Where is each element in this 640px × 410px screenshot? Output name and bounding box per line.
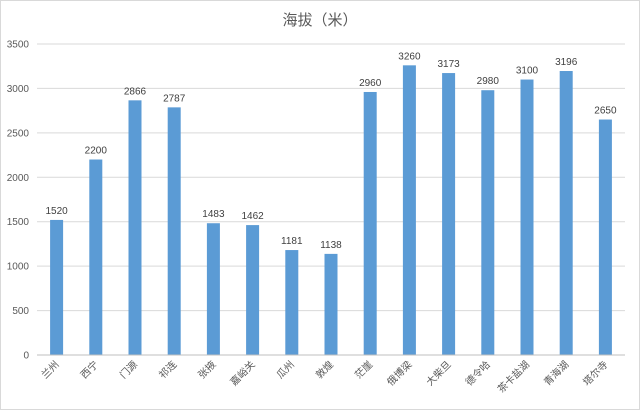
y-tick-label: 2000 (7, 173, 30, 184)
data-label: 1483 (202, 209, 225, 220)
bar (442, 73, 456, 356)
data-label: 2787 (163, 93, 186, 104)
data-label: 1138 (320, 240, 342, 251)
data-label: 1462 (241, 211, 264, 222)
bar (285, 250, 299, 355)
x-tick-label: 塔尔寺 (580, 358, 610, 388)
y-tick-label: 1500 (7, 217, 30, 228)
chart-title: 海拔（米） (282, 11, 357, 29)
bar (128, 100, 142, 356)
x-tick-label: 兰州 (38, 358, 61, 381)
data-label: 3173 (437, 59, 460, 70)
data-label: 2980 (477, 76, 500, 87)
data-label: 3100 (516, 66, 539, 77)
x-tick-label: 门源 (117, 358, 140, 381)
data-label: 2866 (124, 86, 147, 97)
y-axis: 0 500 1000 1500 2000 2500 3000 3500 (7, 40, 30, 362)
bar (481, 90, 495, 355)
data-labels: 1520 2200 2866 2787 1483 1462 1181 1138 2960 3260… (45, 51, 616, 251)
x-tick-label: 茶卡盐湖 (495, 358, 532, 395)
x-tick-label: 敦煌 (313, 358, 336, 381)
y-tick-label: 3500 (7, 40, 30, 51)
bars (50, 65, 612, 356)
bar (402, 65, 416, 355)
x-tick-label: 西宁 (78, 358, 101, 381)
bar (206, 223, 220, 355)
x-tick-label: 大柴旦 (423, 358, 453, 388)
x-tick-label: 祁连 (156, 358, 179, 381)
data-label: 3196 (555, 57, 578, 68)
x-tick-label: 嘉峪关 (227, 358, 257, 388)
y-tick-label: 0 (23, 351, 29, 362)
data-label: 1520 (45, 206, 68, 217)
y-tick-label: 500 (12, 306, 29, 317)
bar (246, 225, 260, 355)
data-label: 2960 (359, 78, 382, 89)
x-tick-label: 瓜州 (274, 359, 297, 382)
x-tick-label: 茫崖 (352, 358, 375, 381)
bar (167, 107, 181, 356)
bar (50, 219, 64, 355)
bar (598, 119, 612, 356)
bar (559, 71, 573, 355)
data-label: 2200 (85, 146, 108, 157)
data-label: 1181 (281, 236, 303, 247)
x-axis: 兰州 西宁 门源 祁连 张掖 嘉峪关 瓜州 敦煌 茫崖 俄博梁 大柴旦 德令哈 茶卡盐湖 青海湖 塔尔寺 (37, 354, 625, 395)
bar (363, 91, 377, 356)
bar (324, 253, 338, 355)
y-tick-label: 3000 (7, 84, 30, 95)
bar (520, 79, 534, 356)
x-tick-label: 青海湖 (541, 358, 571, 388)
y-tick-label: 1000 (7, 262, 30, 273)
x-tick-label: 俄博梁 (384, 358, 414, 388)
y-tick-label: 2500 (7, 128, 30, 139)
x-tick-label: 张掖 (195, 358, 218, 381)
x-tick-label: 德令哈 (463, 358, 493, 388)
data-label: 3260 (398, 51, 421, 62)
data-label: 2650 (594, 106, 617, 117)
bar (89, 159, 103, 355)
